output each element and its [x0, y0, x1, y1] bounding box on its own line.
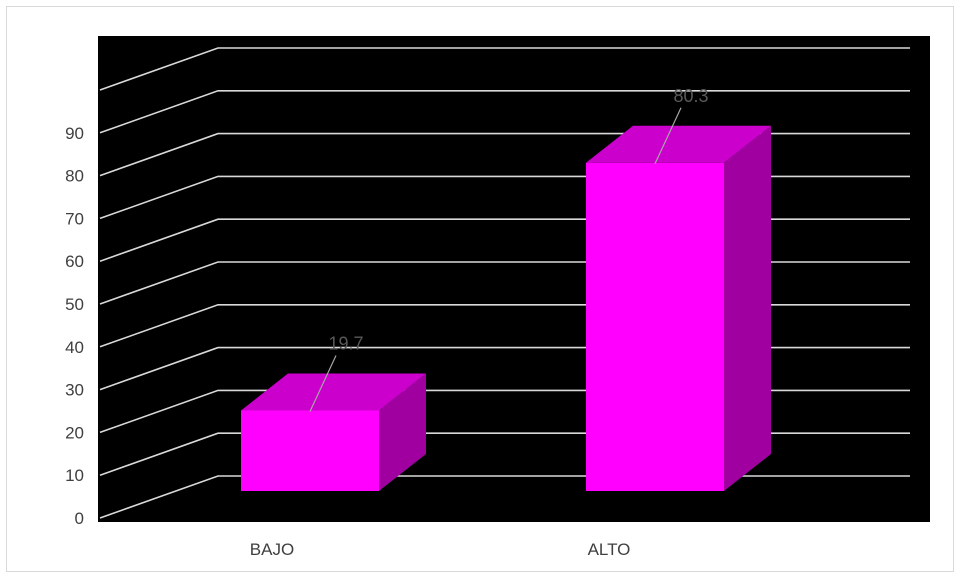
y-tick-label: 50 [65, 295, 84, 314]
y-axis-tick-labels: 0 10 20 30 40 50 60 70 80 90 [65, 124, 84, 528]
y-tick-label: 20 [65, 423, 84, 442]
bar-side-face [379, 373, 426, 491]
bar-top-face [586, 125, 771, 163]
y-tick-label: 70 [65, 209, 84, 228]
x-tick-label: ALTO [588, 540, 631, 559]
bar-alto: 80.3 [586, 86, 771, 492]
x-axis-tick-labels: BAJO ALTO [250, 540, 631, 559]
bar-front-face [586, 162, 724, 491]
y-tick-label: 30 [65, 381, 84, 400]
data-label: 80.3 [673, 86, 708, 106]
y-tick-label: 0 [75, 509, 84, 528]
y-tick-label: 90 [65, 124, 84, 143]
gridline [99, 90, 910, 134]
y-tick-label: 10 [65, 466, 84, 485]
bars: 19.7 80.3 [241, 86, 771, 492]
y-tick-label: 40 [65, 338, 84, 357]
data-label-leader-line [654, 107, 682, 165]
data-label-leader-line [309, 355, 337, 412]
x-tick-label: BAJO [250, 540, 294, 559]
y-tick-label: 80 [65, 167, 84, 186]
y-tick-label: 60 [65, 252, 84, 271]
bar-bajo: 19.7 [241, 333, 426, 491]
gridline [99, 47, 910, 91]
bar-side-face [724, 125, 771, 492]
bar-front-face [241, 410, 379, 491]
bar-top-face [241, 373, 426, 411]
data-label: 19.7 [328, 333, 363, 353]
plot-background [98, 36, 930, 522]
